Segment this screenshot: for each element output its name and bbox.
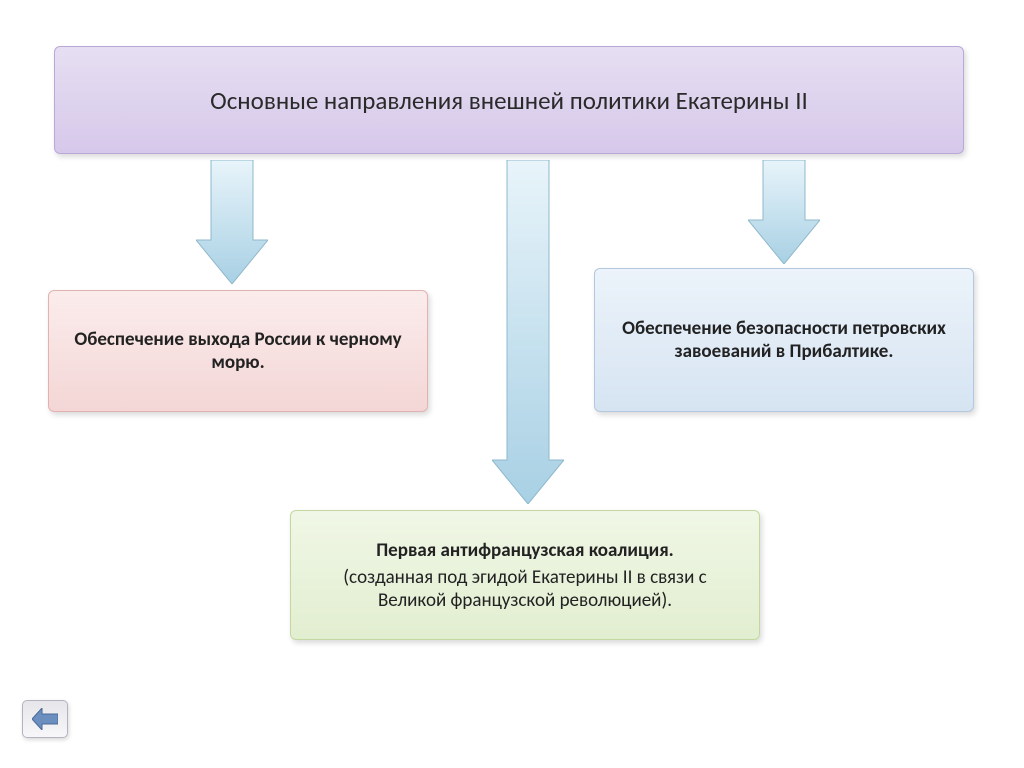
title-box: Основные направления внешней политики Ек… xyxy=(54,46,964,154)
bottom-box-title: Первая антифранцузская коалиция. xyxy=(376,539,674,562)
bottom-box: Первая антифранцузская коалиция. (создан… xyxy=(290,510,760,640)
arrow-center xyxy=(492,160,564,504)
left-box-text: Обеспечение выхода России к черному морю… xyxy=(67,328,409,374)
arrow-left xyxy=(196,160,268,284)
left-box: Обеспечение выхода России к черному морю… xyxy=(48,290,428,412)
right-box-text: Обеспечение безопасности петровских заво… xyxy=(613,317,955,363)
back-arrow-icon xyxy=(32,708,58,730)
bottom-box-subtitle: (созданная под эгидой Екатерины II в свя… xyxy=(309,566,741,612)
arrow-right xyxy=(748,160,820,264)
back-button[interactable] xyxy=(22,700,68,738)
right-box: Обеспечение безопасности петровских заво… xyxy=(594,268,974,412)
title-text: Основные направления внешней политики Ек… xyxy=(210,85,808,116)
